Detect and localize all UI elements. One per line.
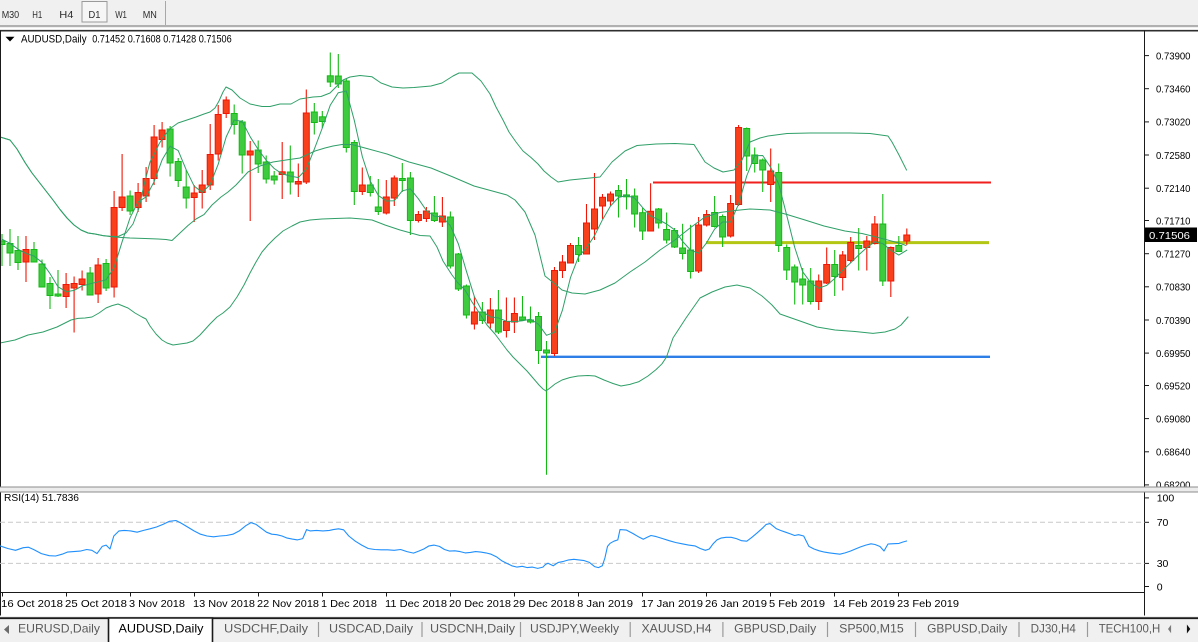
svg-text:25 Oct 2018: 25 Oct 2018 bbox=[65, 598, 127, 610]
svg-text:8 Jan 2019: 8 Jan 2019 bbox=[577, 598, 633, 610]
svg-text:AUDUSD,Daily: AUDUSD,Daily bbox=[119, 622, 204, 636]
svg-text:W1: W1 bbox=[115, 9, 127, 21]
svg-text:GBPUSD,Daily: GBPUSD,Daily bbox=[927, 622, 1007, 636]
svg-text:0.70830: 0.70830 bbox=[1156, 282, 1191, 294]
svg-text:0.71452 0.71608 0.71428 0.7150: 0.71452 0.71608 0.71428 0.71506 bbox=[92, 34, 232, 46]
svg-text:0.73460: 0.73460 bbox=[1156, 84, 1191, 96]
svg-text:70: 70 bbox=[1157, 517, 1169, 529]
svg-text:XAUUSD,H4: XAUUSD,H4 bbox=[642, 622, 712, 636]
svg-text:0.72580: 0.72580 bbox=[1156, 150, 1191, 162]
svg-text:RSI(14) 51.7836: RSI(14) 51.7836 bbox=[4, 492, 79, 504]
svg-text:29 Dec 2018: 29 Dec 2018 bbox=[513, 598, 575, 610]
svg-text:GBPUSD,Daily: GBPUSD,Daily bbox=[734, 622, 816, 636]
svg-text:0.71710: 0.71710 bbox=[1156, 215, 1191, 227]
svg-text:H4: H4 bbox=[59, 9, 73, 21]
svg-text:13 Nov 2018: 13 Nov 2018 bbox=[193, 598, 255, 610]
svg-text:AUDUSD,Daily: AUDUSD,Daily bbox=[21, 34, 87, 46]
svg-text:USDCHF,Daily: USDCHF,Daily bbox=[224, 622, 308, 636]
svg-text:0.70390: 0.70390 bbox=[1156, 315, 1191, 327]
svg-text:USDCAD,Daily: USDCAD,Daily bbox=[329, 622, 413, 636]
svg-text:26 Jan 2019: 26 Jan 2019 bbox=[705, 598, 767, 610]
svg-text:0.72140: 0.72140 bbox=[1156, 183, 1191, 195]
svg-text:M30: M30 bbox=[2, 9, 20, 21]
svg-text:17 Jan 2019: 17 Jan 2019 bbox=[641, 598, 703, 610]
svg-text:0.69520: 0.69520 bbox=[1156, 380, 1191, 392]
svg-text:DJ30,H4: DJ30,H4 bbox=[1031, 622, 1077, 636]
svg-text:11 Dec 2018: 11 Dec 2018 bbox=[385, 598, 447, 610]
svg-text:3 Nov 2018: 3 Nov 2018 bbox=[129, 598, 185, 610]
svg-text:0.68640: 0.68640 bbox=[1156, 447, 1191, 459]
svg-text:14 Feb 2019: 14 Feb 2019 bbox=[833, 598, 895, 610]
svg-text:16 Oct 2018: 16 Oct 2018 bbox=[1, 598, 63, 610]
svg-text:H1: H1 bbox=[32, 9, 42, 21]
svg-text:30: 30 bbox=[1157, 558, 1169, 570]
svg-text:100: 100 bbox=[1157, 493, 1175, 505]
svg-text:D1: D1 bbox=[89, 9, 101, 21]
svg-text:22 Nov 2018: 22 Nov 2018 bbox=[257, 598, 319, 610]
svg-text:1 Dec 2018: 1 Dec 2018 bbox=[321, 598, 377, 610]
svg-text:0.71270: 0.71270 bbox=[1156, 249, 1191, 261]
svg-text:0.69950: 0.69950 bbox=[1156, 348, 1191, 360]
svg-text:SP500,M15: SP500,M15 bbox=[839, 622, 904, 636]
svg-text:5 Feb 2019: 5 Feb 2019 bbox=[769, 598, 825, 610]
svg-text:USDJPY,Weekly: USDJPY,Weekly bbox=[530, 622, 619, 636]
svg-text:0.71506: 0.71506 bbox=[1149, 230, 1190, 242]
svg-text:USDCNH,Daily: USDCNH,Daily bbox=[430, 622, 515, 636]
svg-text:TECH100,H: TECH100,H bbox=[1099, 622, 1161, 636]
svg-text:0.73900: 0.73900 bbox=[1156, 50, 1191, 62]
svg-text:EURUSD,Daily: EURUSD,Daily bbox=[18, 622, 100, 636]
svg-text:0.73020: 0.73020 bbox=[1156, 117, 1191, 129]
svg-text:23 Feb 2019: 23 Feb 2019 bbox=[897, 598, 959, 610]
svg-text:MN: MN bbox=[143, 9, 157, 21]
svg-text:20 Dec 2018: 20 Dec 2018 bbox=[449, 598, 511, 610]
svg-text:0: 0 bbox=[1157, 581, 1163, 593]
svg-text:0.69080: 0.69080 bbox=[1156, 413, 1191, 425]
